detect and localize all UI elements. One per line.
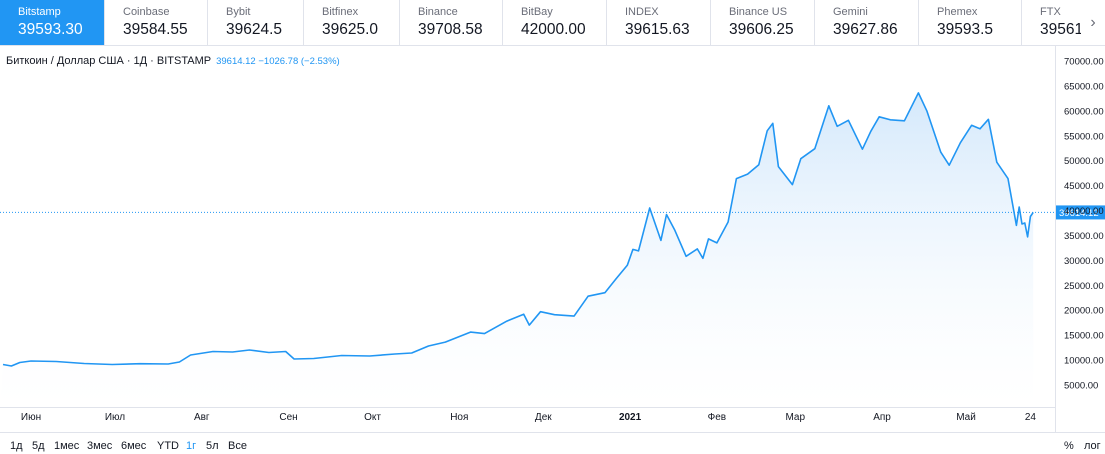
exchange-name: Bitfinex [322,6,359,18]
y-tick-label: 5000.00 [1064,380,1098,391]
exchange-tab-bitfinex[interactable]: Bitfinex 39625.0 [304,0,400,45]
y-tick-label: 60000.00 [1064,106,1104,117]
y-tick-label: 15000.00 [1064,331,1104,342]
range-button-6мес[interactable]: 6мес [121,440,147,452]
exchange-price: 39593.5 [937,21,994,38]
y-tick-label: 25000.00 [1064,281,1104,292]
exchange-price: 39625.0 [322,21,379,38]
exchange-tab-bybit[interactable]: Bybit 39624.5 [208,0,304,45]
chevron-right-icon[interactable]: › [1081,0,1105,45]
price-chart[interactable]: 39614.12 5000.00 10000.00 15000.00 20000.00 2… [0,45,1105,432]
exchange-tab-bitbay[interactable]: BitBay 42000.00 [503,0,607,45]
exchange-tab-phemex[interactable]: Phemex 39593.5 [919,0,1022,45]
percent-toggle[interactable]: % [1064,440,1074,452]
x-tick-label: Май [956,412,976,423]
price-area-fill [0,92,1034,408]
exchange-tab-coinbase[interactable]: Coinbase 39584.55 [105,0,208,45]
exchange-tab-binance[interactable]: Binance 39708.58 [400,0,503,45]
range-button-1мес[interactable]: 1мес [54,440,80,452]
x-tick-label: 2021 [619,412,642,423]
y-tick-label: 50000.00 [1064,156,1104,167]
range-button-1г[interactable]: 1г [186,440,197,452]
y-tick-label: 65000.00 [1064,81,1104,92]
y-tick-label: 35000.00 [1064,231,1104,242]
range-button-5д[interactable]: 5д [32,440,45,452]
range-button-3мес[interactable]: 3мес [87,440,113,452]
exchange-price: 39593.30 [18,21,83,38]
exchange-price: 39627.86 [833,21,898,38]
exchange-name: Coinbase [123,6,170,18]
exchange-price: 39606.25 [729,21,794,38]
x-tick-label: Ноя [450,412,468,423]
exchange-name: Gemini [833,6,868,18]
x-tick-label: Июн [21,412,41,423]
range-button-Все[interactable]: Все [228,440,247,452]
y-tick-label: 55000.00 [1064,131,1104,142]
last-price-label-bg [1056,205,1105,220]
y-tick-label: 40000.00 [1064,206,1104,217]
exchange-tab-bitstamp[interactable]: Bitstamp 39593.30 [0,0,105,45]
range-button-YTD[interactable]: YTD [157,440,179,452]
exchange-tab-binance-us[interactable]: Binance US 39606.25 [711,0,815,45]
exchange-name: BitBay [521,6,553,18]
exchange-name: FTX [1040,6,1061,18]
exchange-name: Bitstamp [18,6,61,18]
x-tick-label: Окт [364,412,381,423]
legend-values: 39614.12 −1026.78 (−2.53%) [216,56,340,67]
last-price-label: 39614.12 [1059,208,1099,219]
y-tick-label: 70000.00 [1064,57,1104,68]
x-tick-label: Сен [279,412,297,423]
price-line [2,92,1034,367]
range-button-5л[interactable]: 5л [206,440,219,452]
y-tick-label: 30000.00 [1064,256,1104,267]
exchange-price: 39624.5 [226,21,283,38]
x-tick-label: Апр [873,412,891,423]
exchange-price: 39561 [1040,21,1084,38]
symbol-title: Биткоин / Доллар США · 1Д · BITSTAMP [6,55,212,67]
exchange-tab-ftx[interactable]: FTX 39561 [1022,0,1105,45]
x-tick-label: Июл [105,412,125,423]
range-bar: % лог 1д 5д 1мес 3мес 6мес YTD 1г 5л Все [0,432,1105,454]
exchange-price: 39615.63 [625,21,690,38]
range-button-1д[interactable]: 1д [10,440,23,452]
chart-legend: Биткоин / Доллар США · 1Д · BITSTAMP 3961… [6,55,340,67]
exchange-name: Bybit [226,6,251,18]
exchange-name: INDEX [625,6,659,18]
y-tick-label: 10000.00 [1064,356,1104,367]
exchange-price: 39708.58 [418,21,483,38]
x-tick-label: Мар [785,412,805,423]
x-tick-label: Дек [535,412,552,423]
x-tick-label: 24 [1025,412,1037,423]
exchange-tabs: Bitstamp 39593.30 Coinbase 39584.55 Bybit 396… [0,0,1105,46]
exchange-tab-gemini[interactable]: Gemini 39627.86 [815,0,919,45]
exchange-name: Binance [418,6,458,18]
exchange-price: 39584.55 [123,21,188,38]
log-toggle[interactable]: лог [1084,440,1101,452]
exchange-name: Binance US [729,6,788,18]
y-tick-label: 45000.00 [1064,181,1104,192]
y-tick-label: 20000.00 [1064,306,1104,317]
x-tick-label: Авг [194,412,210,423]
exchange-tab-index[interactable]: INDEX 39615.63 [607,0,711,45]
exchange-price: 42000.00 [521,21,586,38]
exchange-name: Phemex [937,6,978,18]
x-tick-label: Фев [708,412,726,423]
